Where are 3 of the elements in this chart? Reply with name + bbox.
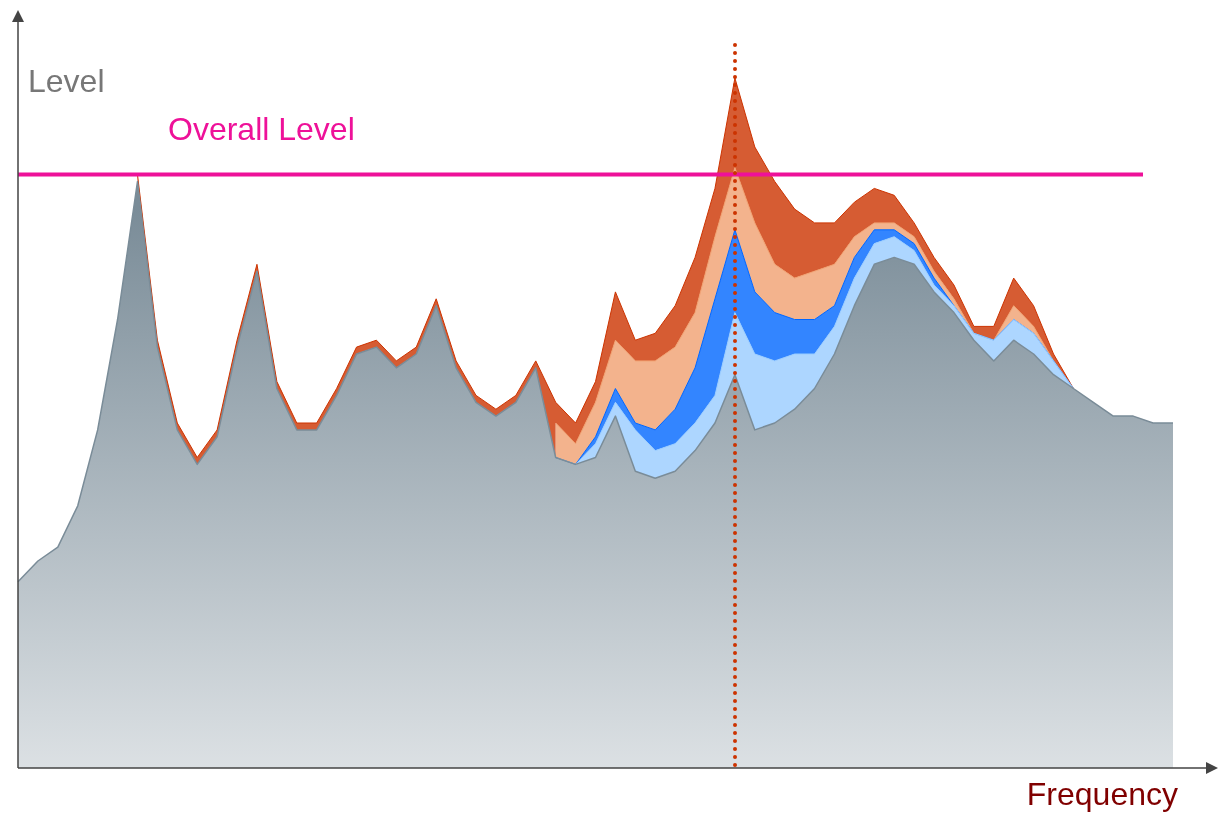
y-axis-title: Level [28, 63, 105, 100]
x-axis-title: Frequency [1026, 776, 1178, 813]
ref-line-label: Overall Level [168, 110, 355, 147]
